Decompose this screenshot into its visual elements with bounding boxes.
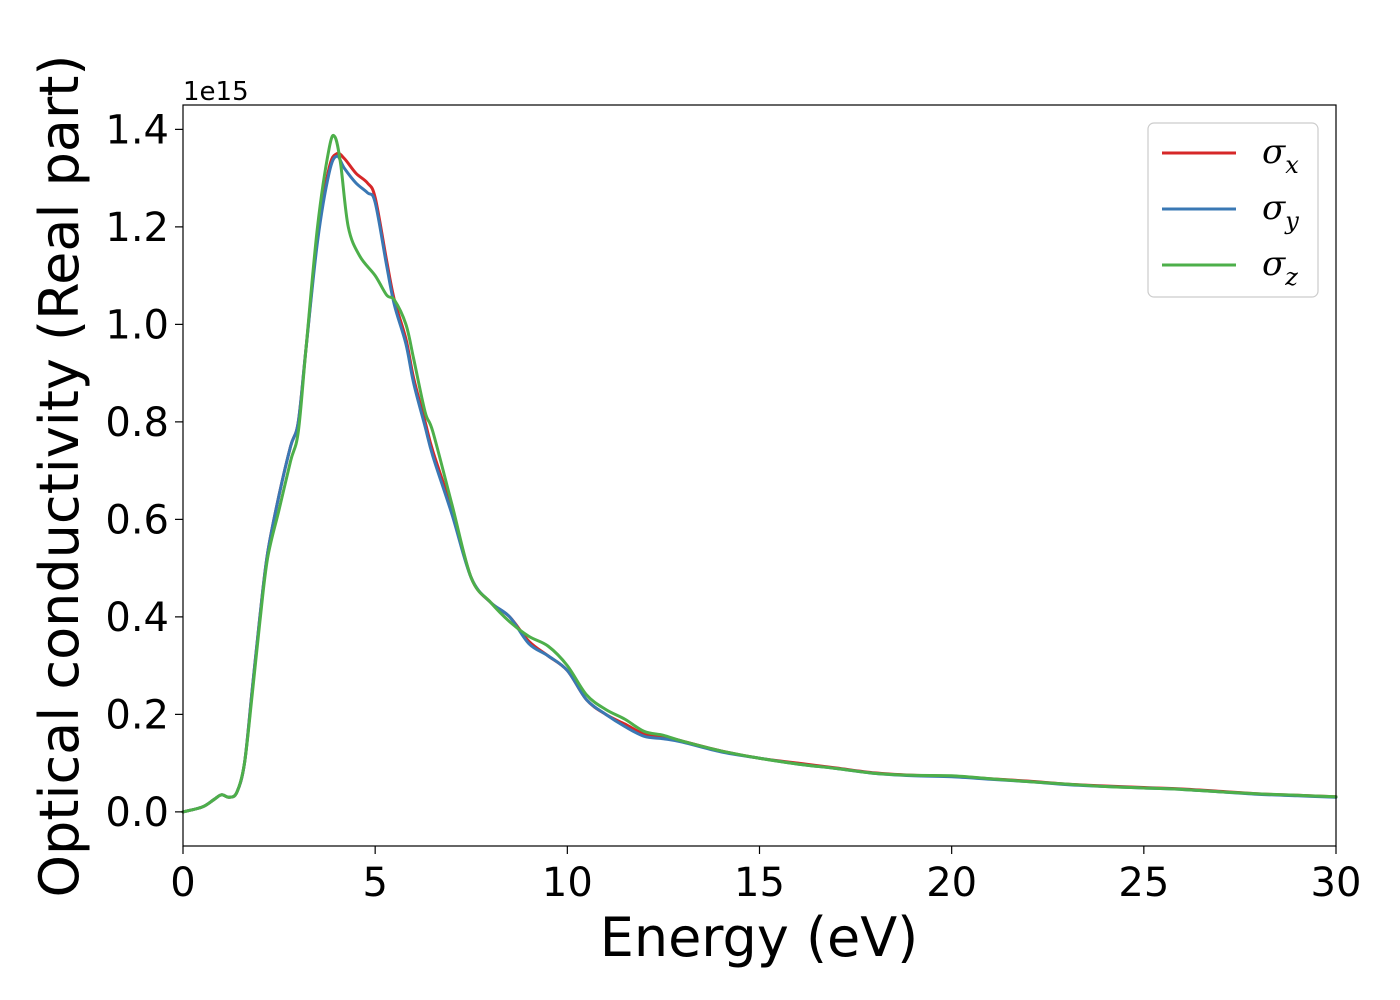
- legend-symbol: σ: [1262, 132, 1286, 172]
- y-tick-label: 0.2: [105, 692, 169, 738]
- x-tick-label: 10: [542, 860, 593, 906]
- y-axis: 0.0 0.2 0.4 0.6 0.8 1.0 1.2 1.4: [105, 107, 183, 836]
- y-tick-label: 1.0: [105, 302, 169, 348]
- y-axis-title: Optical conductivity (Real part): [28, 55, 91, 898]
- y-tick-label: 0.4: [105, 595, 169, 641]
- x-tick-label: 0: [170, 860, 195, 906]
- x-tick-label: 30: [1311, 860, 1362, 906]
- legend-label-y: σy: [1262, 188, 1299, 235]
- legend-subscript: y: [1284, 207, 1299, 235]
- x-axis: 0 5 10 15 20 25 30: [170, 846, 1361, 906]
- y-tick-label: 0.8: [105, 400, 169, 446]
- series-line-z: [181, 133, 1338, 814]
- legend-label-x: σx: [1262, 132, 1299, 179]
- y-offset-text: 1e15: [183, 77, 249, 107]
- y-tick-label: 1.2: [105, 205, 169, 251]
- y-tick-label: 0.0: [105, 790, 169, 836]
- y-tick-label: 1.4: [105, 107, 169, 153]
- x-tick-label: 20: [926, 860, 977, 906]
- legend-label-z: σz: [1262, 244, 1298, 291]
- legend-symbol: σ: [1262, 188, 1286, 228]
- x-tick-label: 25: [1118, 860, 1169, 906]
- x-tick-label: 15: [734, 860, 785, 906]
- legend-subscript: z: [1284, 263, 1298, 291]
- x-axis-title: Energy (eV): [600, 906, 919, 969]
- legend-subscript: x: [1285, 151, 1299, 179]
- y-tick-label: 0.6: [105, 497, 169, 543]
- x-tick-label: 5: [362, 860, 387, 906]
- legend-symbol: σ: [1262, 244, 1286, 284]
- series-layer: [181, 133, 1338, 814]
